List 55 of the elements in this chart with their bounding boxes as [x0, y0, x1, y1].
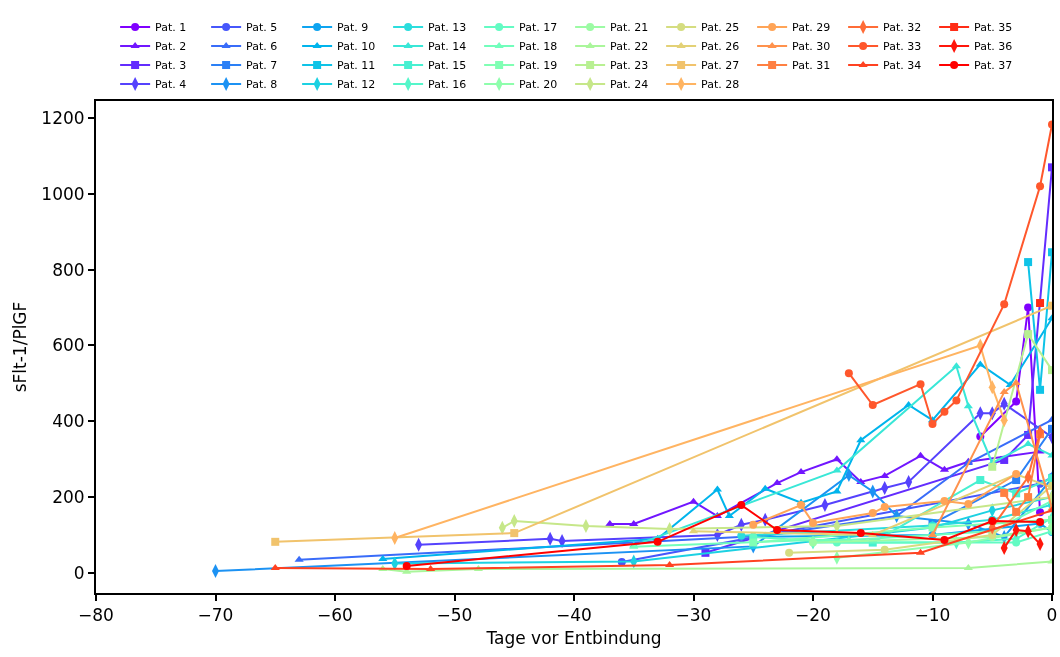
y-axis-title: sFlt-1/PlGF [10, 301, 31, 393]
y-tick-label: 1000 [41, 183, 85, 204]
legend-label: Pat. 25 [701, 21, 740, 35]
legend-label: Pat. 7 [246, 59, 278, 73]
x-tick-label: −10 [914, 605, 951, 626]
legend-label: Pat. 8 [246, 78, 278, 92]
legend-label: Pat. 20 [519, 78, 558, 92]
legend-label: Pat. 34 [883, 59, 922, 73]
y-tick-label: 0 [73, 562, 85, 583]
legend-label: Pat. 12 [337, 78, 376, 92]
legend-label: Pat. 13 [428, 21, 467, 35]
y-tick-label: 800 [52, 259, 85, 280]
legend-label: Pat. 16 [428, 78, 467, 92]
x-axis-title: Tage vor Entbindung [485, 628, 662, 649]
legend-label: Pat. 32 [883, 21, 922, 35]
legend-label: Pat. 18 [519, 40, 558, 54]
legend-label: Pat. 28 [701, 78, 740, 92]
legend-label: Pat. 24 [610, 78, 649, 92]
x-tick-label: −60 [317, 605, 353, 626]
x-tick-label: −20 [795, 605, 831, 626]
x-tick-label: −30 [675, 605, 712, 626]
legend-label: Pat. 21 [610, 21, 649, 35]
y-tick-label: 400 [52, 411, 85, 432]
legend-label: Pat. 15 [428, 59, 467, 73]
legend-label: Pat. 30 [792, 40, 831, 54]
legend-label: Pat. 5 [246, 21, 278, 35]
legend-label: Pat. 27 [701, 59, 740, 73]
legend-label: Pat. 17 [519, 21, 558, 35]
y-tick-label: 200 [52, 487, 85, 508]
legend-label: Pat. 4 [155, 78, 187, 92]
legend-label: Pat. 2 [155, 40, 187, 54]
x-tick-label: −50 [436, 605, 473, 626]
y-tick-label: 600 [52, 335, 85, 356]
legend-label: Pat. 19 [519, 59, 558, 73]
legend-label: Pat. 6 [246, 40, 278, 54]
legend-label: Pat. 37 [974, 59, 1013, 73]
legend-label: Pat. 33 [883, 40, 922, 54]
x-tick-label: −40 [556, 605, 592, 626]
x-tick-label: −70 [197, 605, 234, 626]
legend-label: Pat. 29 [792, 21, 831, 35]
legend-label: Pat. 22 [610, 40, 649, 54]
legend-label: Pat. 3 [155, 59, 187, 73]
x-tick-label: −80 [78, 605, 114, 626]
legend-label: Pat. 11 [337, 59, 376, 73]
legend-label: Pat. 23 [610, 59, 649, 73]
legend-label: Pat. 10 [337, 40, 376, 54]
legend-label: Pat. 31 [792, 59, 831, 73]
legend-label: Pat. 35 [974, 21, 1013, 35]
legend-label: Pat. 26 [701, 40, 740, 54]
legend-label: Pat. 36 [974, 40, 1013, 54]
legend-label: Pat. 9 [337, 21, 369, 35]
legend-label: Pat. 14 [428, 40, 467, 54]
y-tick-label: 1200 [41, 108, 85, 129]
x-tick-label: 0 [1046, 605, 1058, 626]
legend-label: Pat. 1 [155, 21, 187, 35]
